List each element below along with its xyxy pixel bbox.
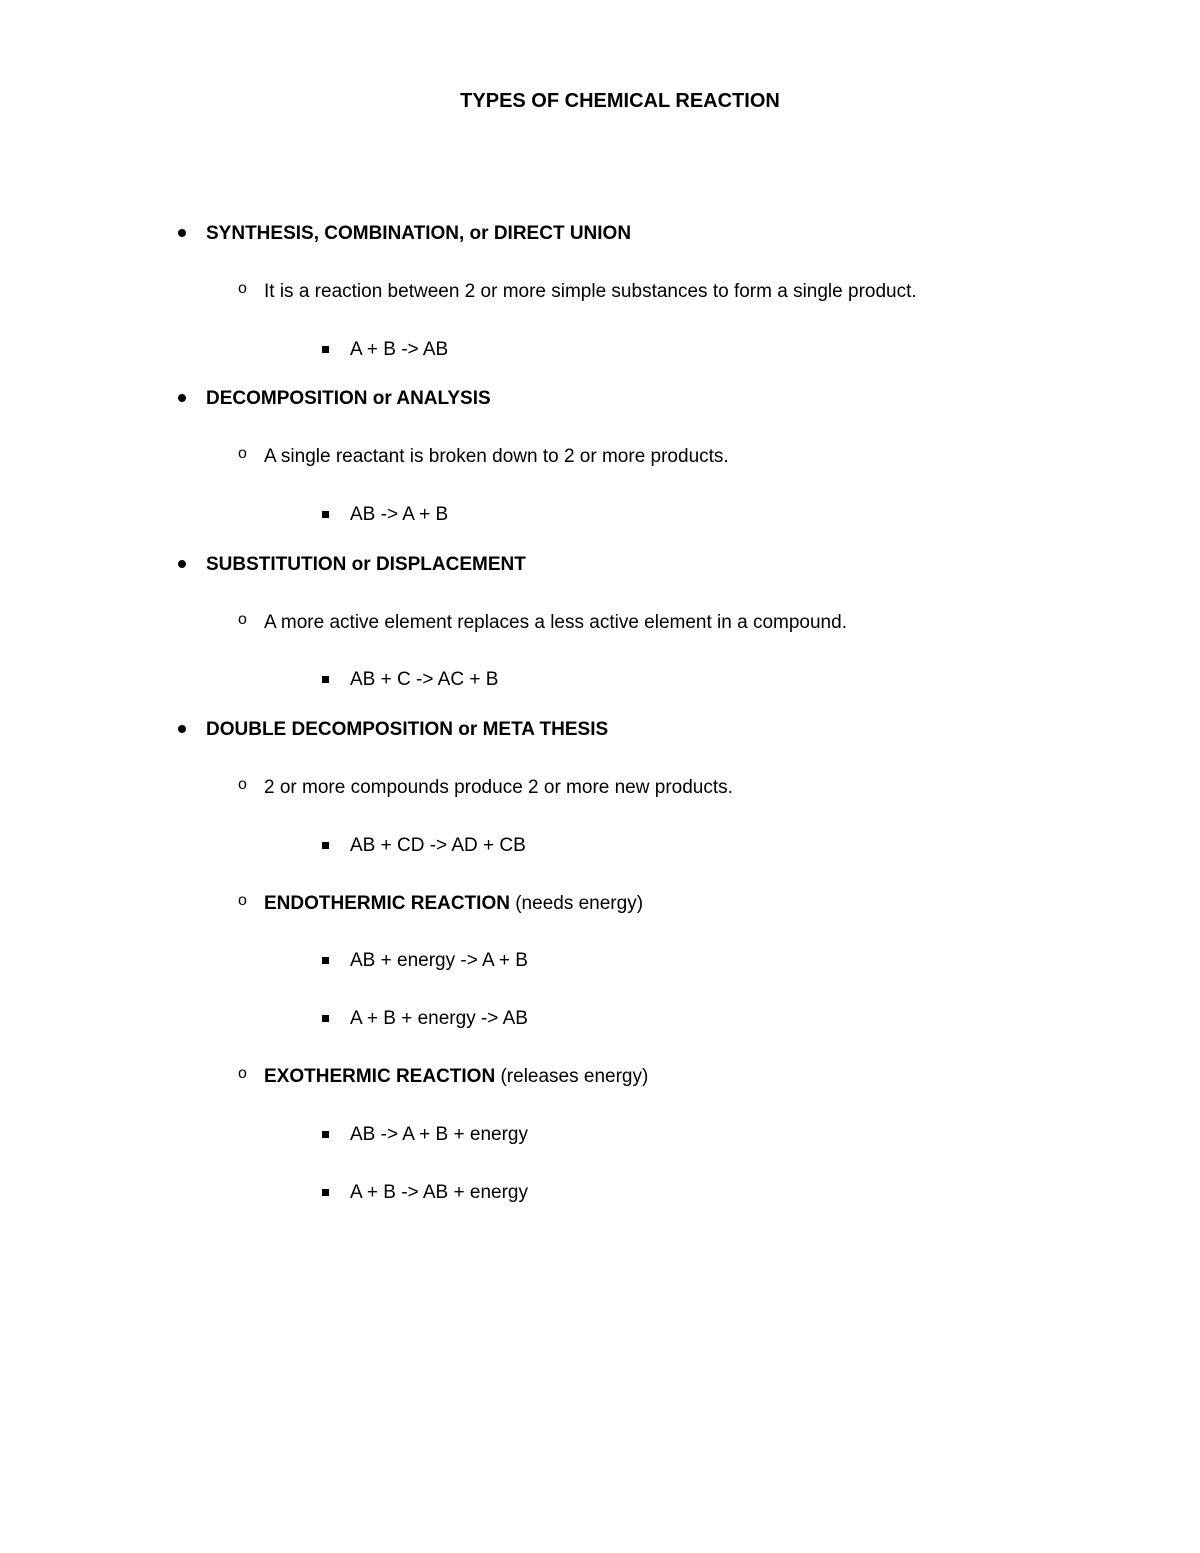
item-text: It is a reaction between 2 or more simpl… bbox=[264, 281, 917, 302]
formula-item: AB + CD -> AD + CB bbox=[322, 825, 1050, 867]
item-text: A more active element replaces a less ac… bbox=[264, 612, 847, 633]
document-content: SYNTHESIS, COMBINATION, or DIRECT UNION … bbox=[150, 213, 1050, 1213]
formula-item: A + B -> AB + energy bbox=[322, 1172, 1050, 1214]
formula-item: AB -> A + B + energy bbox=[322, 1114, 1050, 1156]
section-double-decomposition: DOUBLE DECOMPOSITION or META THESIS 2 or… bbox=[178, 709, 1050, 1213]
formula-item: A + B -> AB bbox=[322, 329, 1050, 371]
section-item: 2 or more compounds produce 2 or more ne… bbox=[238, 767, 1050, 867]
document-title: TYPES OF CHEMICAL REACTION bbox=[190, 90, 1050, 113]
section-heading: DOUBLE DECOMPOSITION or META THESIS bbox=[206, 719, 608, 740]
section-item: A more active element replaces a less ac… bbox=[238, 602, 1050, 702]
section-heading: SYNTHESIS, COMBINATION, or DIRECT UNION bbox=[206, 223, 631, 244]
formula-item: AB -> A + B bbox=[322, 494, 1050, 536]
section-item-endothermic: ENDOTHERMIC REACTION (needs energy) AB +… bbox=[238, 883, 1050, 1040]
formula-item: AB + energy -> A + B bbox=[322, 940, 1050, 982]
item-bold-prefix: ENDOTHERMIC REACTION bbox=[264, 893, 510, 914]
section-heading: SUBSTITUTION or DISPLACEMENT bbox=[206, 554, 526, 575]
section-decomposition: DECOMPOSITION or ANALYSIS A single react… bbox=[178, 378, 1050, 535]
item-text: 2 or more compounds produce 2 or more ne… bbox=[264, 777, 733, 798]
item-suffix: (releases energy) bbox=[495, 1066, 648, 1087]
section-item: A single reactant is broken down to 2 or… bbox=[238, 436, 1050, 536]
section-synthesis: SYNTHESIS, COMBINATION, or DIRECT UNION … bbox=[178, 213, 1050, 370]
formula-item: AB + C -> AC + B bbox=[322, 659, 1050, 701]
section-item-exothermic: EXOTHERMIC REACTION (releases energy) AB… bbox=[238, 1056, 1050, 1213]
item-bold-prefix: EXOTHERMIC REACTION bbox=[264, 1066, 495, 1087]
section-item: It is a reaction between 2 or more simpl… bbox=[238, 271, 1050, 371]
item-suffix: (needs energy) bbox=[510, 893, 643, 914]
formula-item: A + B + energy -> AB bbox=[322, 998, 1050, 1040]
section-substitution: SUBSTITUTION or DISPLACEMENT A more acti… bbox=[178, 544, 1050, 701]
item-text: A single reactant is broken down to 2 or… bbox=[264, 446, 729, 467]
section-heading: DECOMPOSITION or ANALYSIS bbox=[206, 388, 491, 409]
